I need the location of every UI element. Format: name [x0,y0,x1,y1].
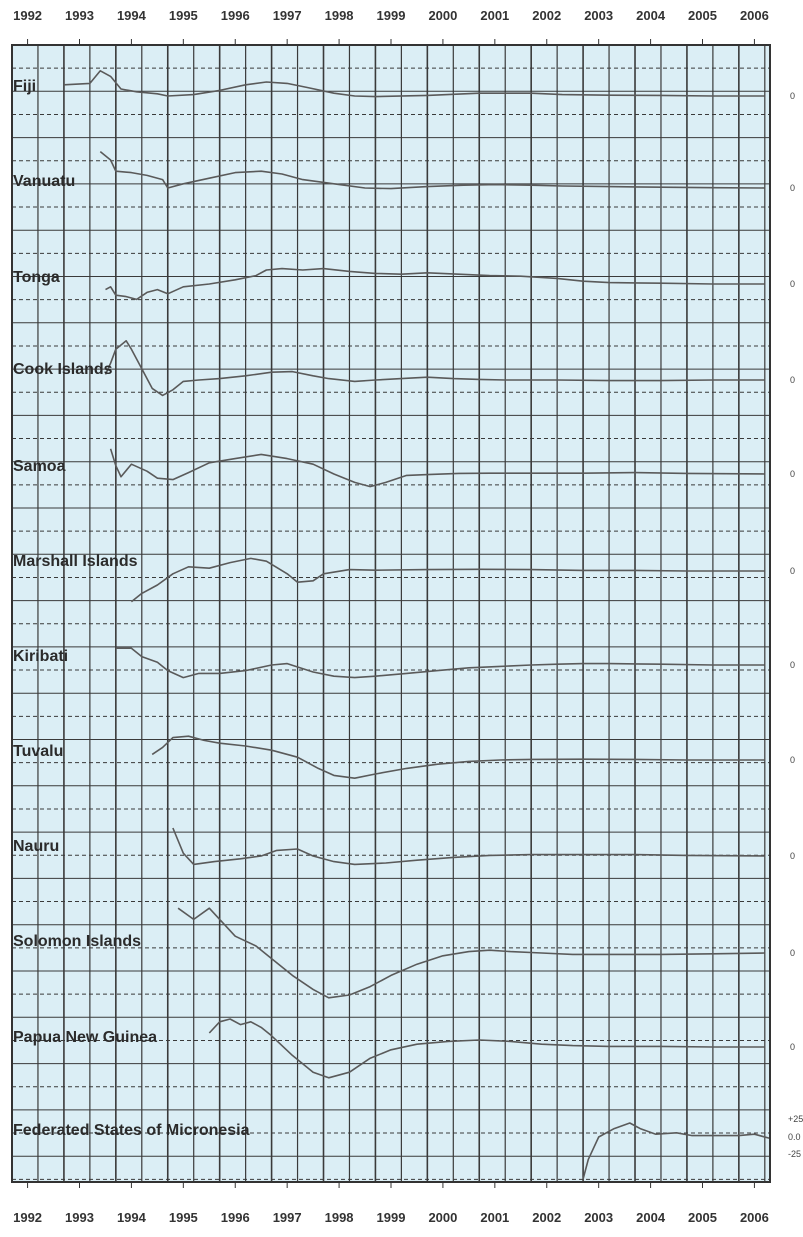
x-tick-label: 1996 [221,1210,250,1225]
series-label: Fiji [13,78,36,95]
x-tick-label: 1997 [273,8,302,23]
x-tick-label: 2002 [532,8,561,23]
grid-lines [11,44,770,1182]
series-label: Solomon Islands [13,933,141,950]
y-tick-label: 0.0 [788,1132,801,1142]
x-tick-label: 2004 [636,8,666,23]
series-line [172,827,765,866]
x-tick-label: 1998 [325,1210,354,1225]
x-tick-label: 1998 [325,8,354,23]
series-line [151,735,765,779]
x-tick-label: 2001 [480,8,509,23]
y-zero-label: 0 [790,660,795,670]
series-label: Cook Islands [13,361,113,378]
x-axis-bottom: 1992 1993 1994 1995 1996 1997 1998 1999 2000 2001… [13,1182,769,1225]
x-tick-label: 2002 [532,1210,561,1225]
y-zero-label: 0 [790,279,795,289]
x-tick-label: 2000 [428,8,457,23]
x-tick-label: 1994 [117,8,147,23]
plot-background [12,45,770,1182]
y-zero-label: 0 [790,1042,795,1052]
series-line [177,907,765,999]
x-tick-label: 2003 [584,1210,613,1225]
x-tick-label: 2004 [636,1210,666,1225]
series-label: Nauru [13,838,59,855]
y-zero-label: 0 [790,755,795,765]
x-tick-label: 1994 [117,1210,147,1225]
series-label: Federated States of Micronesia [13,1122,250,1139]
y-tick-label: +25 [788,1114,803,1124]
y-tick-labels: 0 0 0 0 0 0 0 0 0 0 0 +25 0.0 -25 [788,91,803,1159]
x-tick-label: 1997 [273,1210,302,1225]
series-line [109,448,765,488]
x-axis-top: 1992 1993 1994 1995 1996 1997 1998 1999 2000 2001… [13,8,769,45]
y-zero-label: 0 [790,566,795,576]
series-label: Marshall Islands [13,553,138,570]
x-tick-label: 1993 [65,8,94,23]
series-line [105,267,765,301]
x-tick-label: 2005 [688,1210,717,1225]
x-tick-label: 2003 [584,8,613,23]
x-tick-label: 1993 [65,1210,94,1225]
series-lines [63,70,771,1180]
series-label: Kiribati [13,648,68,665]
series-label: Tonga [13,269,60,286]
series-line [104,340,765,397]
y-tick-label: -25 [788,1149,801,1159]
x-tick-label: 2006 [740,8,769,23]
x-tick-label: 1996 [221,8,250,23]
x-tick-label: 2000 [428,1210,457,1225]
x-tick-label: 1992 [13,8,42,23]
y-zero-label: 0 [790,469,795,479]
series-line [115,647,765,679]
series-label: Vanuatu [13,173,75,190]
x-tick-label: 2001 [480,1210,509,1225]
series-line [130,557,765,603]
x-tick-label: 1995 [169,8,198,23]
y-zero-label: 0 [790,851,795,861]
y-zero-label: 0 [790,375,795,385]
country-labels: Fiji Vanuatu Tonga Cook Islands Samoa Marshal… [13,78,250,1139]
x-tick-label: 1999 [377,1210,406,1225]
x-tick-label: 1992 [13,1210,42,1225]
series-label: Tuvalu [13,743,63,760]
y-zero-label: 0 [790,91,795,101]
series-line [582,1122,771,1180]
series-label: Papua New Guinea [13,1029,157,1046]
y-zero-label: 0 [790,948,795,958]
x-tick-label: 1995 [169,1210,198,1225]
x-tick-label: 2006 [740,1210,769,1225]
x-tick-label: 2005 [688,8,717,23]
series-line [208,1018,765,1079]
series-line [63,70,765,98]
x-tick-label: 1999 [377,8,406,23]
series-label: Samoa [13,458,66,475]
series-line [99,150,765,190]
y-zero-label: 0 [790,183,795,193]
